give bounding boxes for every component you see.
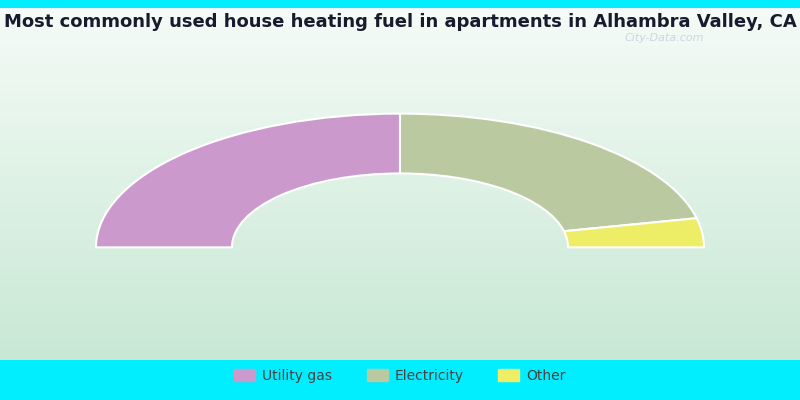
Wedge shape xyxy=(564,218,704,247)
Wedge shape xyxy=(400,114,697,231)
Text: Most commonly used house heating fuel in apartments in Alhambra Valley, CA: Most commonly used house heating fuel in… xyxy=(4,13,796,31)
Wedge shape xyxy=(96,114,400,247)
Text: City-Data.com: City-Data.com xyxy=(624,33,704,43)
Legend: Utility gas, Electricity, Other: Utility gas, Electricity, Other xyxy=(229,364,571,388)
